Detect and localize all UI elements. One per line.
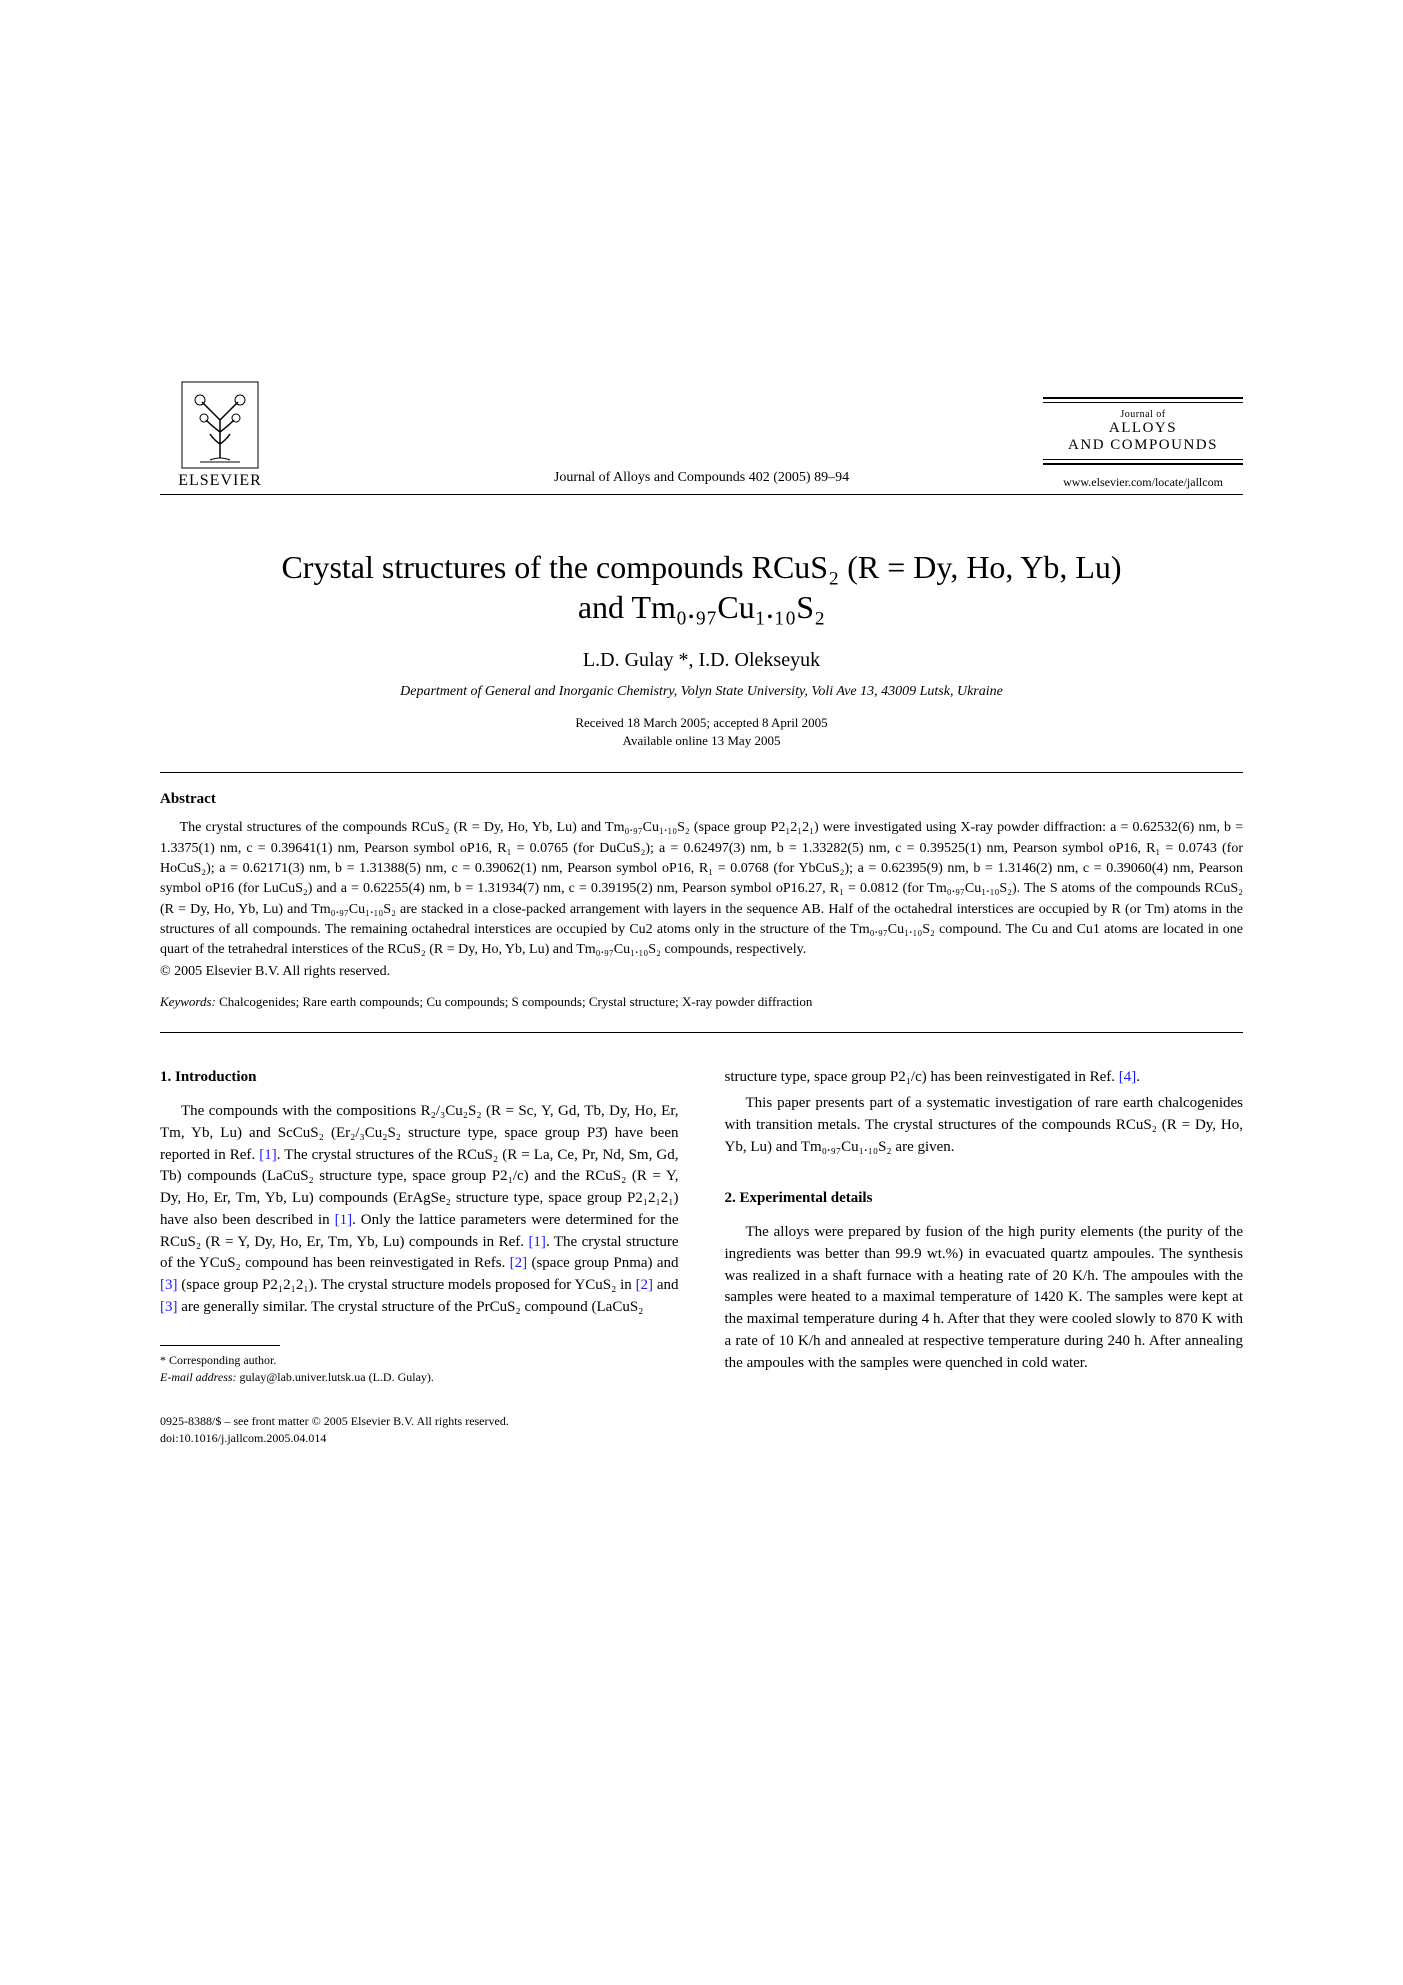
journal-block: Journal of ALLOYS AND COMPOUNDS www.else… (1043, 397, 1243, 490)
footnote-rule (160, 1345, 280, 1346)
authors: L.D. Gulay *, I.D. Olekseyuk (160, 649, 1243, 672)
column-right: structure type, space group P2₁/c) has b… (725, 1067, 1244, 1446)
dates-received: Received 18 March 2005; accepted 8 April… (575, 715, 827, 730)
journal-decor-top (1043, 397, 1243, 403)
abstract-top-rule (160, 772, 1243, 773)
ref-link-1a[interactable]: [1] (259, 1147, 277, 1163)
ref-link-2b[interactable]: [2] (636, 1277, 654, 1293)
ref-link-3a[interactable]: [3] (160, 1277, 178, 1293)
abstract-bottom-rule (160, 1032, 1243, 1033)
experimental-paragraph: The alloys were prepared by fusion of th… (725, 1222, 1244, 1374)
col2-continuation: structure type, space group P2₁/c) has b… (725, 1067, 1244, 1089)
ref-link-1c[interactable]: [1] (528, 1234, 546, 1250)
front-matter-doi: doi:10.1016/j.jallcom.2005.04.014 (160, 1430, 679, 1447)
article-title: Crystal structures of the compounds RCuS… (160, 547, 1243, 627)
body-columns: 1. Introduction The compounds with the c… (160, 1067, 1243, 1446)
abstract-body: The crystal structures of the compounds … (160, 818, 1243, 960)
journal-of-label: Journal of (1043, 409, 1243, 420)
header-rule (160, 494, 1243, 495)
intro-text-e: (space group Pnma) and (527, 1255, 678, 1271)
abstract-text: The crystal structures of the compounds … (160, 818, 1243, 960)
citation-text: Journal of Alloys and Compounds 402 (200… (554, 470, 849, 486)
header-bar: ELSEVIER Journal of Alloys and Compounds… (160, 380, 1243, 490)
keywords-text: Chalcogenides; Rare earth compounds; Cu … (216, 994, 813, 1009)
title-line-1: Crystal structures of the compounds RCuS… (281, 549, 1121, 585)
abstract-heading: Abstract (160, 791, 1243, 808)
ref-link-3b[interactable]: [3] (160, 1299, 178, 1315)
journal-name-line1: ALLOYS (1043, 420, 1243, 437)
intro-paragraph: The compounds with the compositions R₂/₃… (160, 1101, 679, 1319)
keywords-line: Keywords: Chalcogenides; Rare earth comp… (160, 994, 1243, 1010)
footnote-email: gulay@lab.univer.lutsk.ua (L.D. Gulay). (237, 1370, 434, 1384)
corresponding-author-footnote: * Corresponding author. E-mail address: … (160, 1352, 679, 1386)
publisher-name: ELSEVIER (178, 472, 262, 490)
journal-decor-bottom (1043, 459, 1243, 465)
journal-name-line2: AND COMPOUNDS (1043, 437, 1243, 454)
front-matter-block: 0925-8388/$ – see front matter © 2005 El… (160, 1413, 679, 1447)
publisher-block: ELSEVIER (160, 380, 280, 490)
keywords-label: Keywords: (160, 994, 216, 1009)
dates-online: Available online 13 May 2005 (623, 733, 781, 748)
col2-text-b: . (1136, 1069, 1140, 1085)
section-1-heading: 1. Introduction (160, 1067, 679, 1089)
intro-text-f: (space group P2₁2₁2₁). The crystal struc… (178, 1277, 636, 1293)
col2-paragraph-2: This paper presents part of a systematic… (725, 1093, 1244, 1158)
ref-link-1b[interactable]: [1] (335, 1212, 353, 1228)
ref-link-2a[interactable]: [2] (510, 1255, 528, 1271)
elsevier-tree-logo-icon (180, 380, 260, 470)
column-left: 1. Introduction The compounds with the c… (160, 1067, 679, 1446)
article-dates: Received 18 March 2005; accepted 8 April… (160, 714, 1243, 750)
front-matter-line1: 0925-8388/$ – see front matter © 2005 El… (160, 1413, 679, 1430)
copyright-line: © 2005 Elsevier B.V. All rights reserved… (160, 964, 1243, 980)
section-2-heading: 2. Experimental details (725, 1188, 1244, 1210)
footnote-email-line: E-mail address: gulay@lab.univer.lutsk.u… (160, 1369, 679, 1386)
intro-text-h: are generally similar. The crystal struc… (178, 1299, 644, 1315)
journal-url: www.elsevier.com/locate/jallcom (1043, 475, 1243, 490)
intro-text-g: and (653, 1277, 678, 1293)
footnote-email-label: E-mail address: (160, 1370, 237, 1384)
col2-text-a: structure type, space group P2₁/c) has b… (725, 1069, 1119, 1085)
ref-link-4[interactable]: [4] (1119, 1069, 1137, 1085)
affiliation: Department of General and Inorganic Chem… (160, 684, 1243, 700)
title-line-2: and Tm₀.₉₇Cu₁.₁₀S₂ (578, 589, 825, 625)
footnote-corr: * Corresponding author. (160, 1352, 679, 1369)
